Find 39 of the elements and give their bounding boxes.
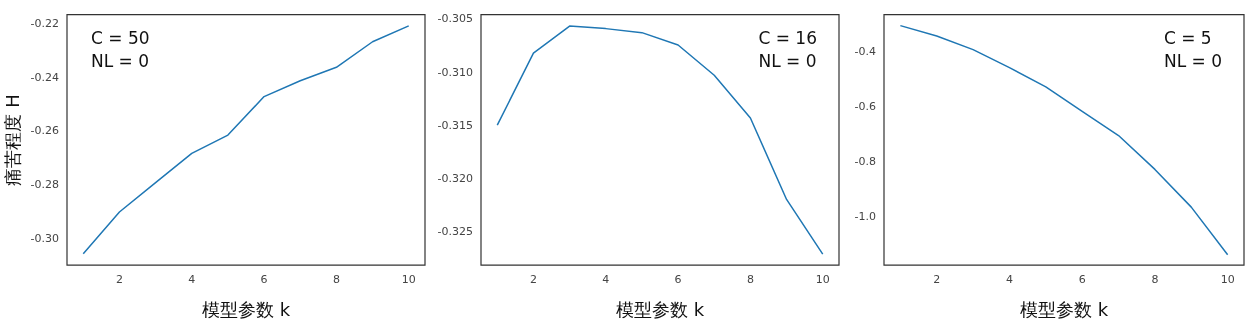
y-tick-label: -0.310 [437, 65, 473, 79]
y-tick-label: -0.320 [437, 171, 473, 185]
annotation: NL = 0 [758, 50, 817, 71]
x-tick-label: 2 [529, 272, 537, 286]
x-tick-label: 6 [260, 272, 268, 286]
annotation: C = 5 [1163, 27, 1212, 48]
y-tick-label: -0.305 [437, 12, 473, 26]
y-tick-label: -0.24 [30, 70, 59, 84]
y-tick-label: -0.28 [30, 178, 59, 192]
x-tick-label: 8 [332, 272, 340, 286]
x-tick-label: 6 [674, 272, 682, 286]
x-tick-label: 8 [1151, 272, 1159, 286]
y-tick-label: -0.6 [854, 100, 876, 114]
y-tick-label: -0.325 [437, 224, 473, 238]
x-tick-label: 4 [188, 272, 196, 286]
x-axis-title: 模型参数 k [615, 298, 705, 320]
x-tick-label: 6 [1078, 272, 1086, 286]
x-tick-label: 10 [815, 272, 830, 286]
x-tick-label: 10 [1220, 272, 1235, 286]
y-tick-label: -0.22 [30, 16, 59, 30]
y-tick-label: -1.0 [854, 210, 876, 224]
y-tick-label: -0.4 [854, 45, 876, 59]
x-axis-title: 模型参数 k [1019, 298, 1109, 320]
y-tick-label: -0.315 [437, 118, 473, 132]
x-tick-label: 4 [1005, 272, 1013, 286]
x-axis-title: 模型参数 k [201, 298, 291, 320]
y-tick-label: -0.8 [854, 155, 876, 169]
y-axis-title: 痛苦程度 H [2, 94, 24, 186]
y-tick-label: -0.30 [30, 231, 59, 245]
x-tick-label: 8 [746, 272, 754, 286]
x-tick-label: 4 [602, 272, 610, 286]
y-tick-label: -0.26 [30, 124, 59, 138]
annotation: NL = 0 [91, 50, 150, 71]
x-tick-label: 2 [115, 272, 123, 286]
x-tick-label: 2 [933, 272, 941, 286]
annotation: C = 16 [758, 27, 818, 48]
annotation: NL = 0 [1163, 50, 1223, 71]
x-tick-label: 10 [401, 272, 416, 286]
annotation: C = 50 [91, 27, 150, 48]
